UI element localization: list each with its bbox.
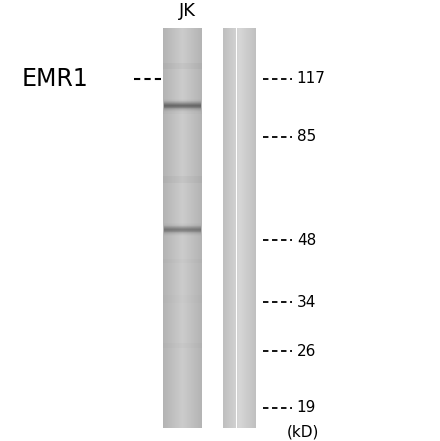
Bar	[170, 28, 171, 428]
Bar	[227, 28, 228, 428]
Bar	[163, 176, 202, 183]
Bar	[242, 28, 243, 428]
Bar	[163, 344, 202, 348]
Bar	[197, 28, 198, 428]
Bar	[253, 28, 254, 428]
Bar	[184, 28, 185, 428]
Bar	[169, 28, 170, 428]
Bar	[180, 28, 181, 428]
Bar	[163, 295, 202, 303]
Bar	[245, 28, 246, 428]
Bar	[225, 28, 226, 428]
Text: 85: 85	[297, 129, 316, 144]
Bar	[187, 28, 188, 428]
Bar	[173, 28, 174, 428]
Bar	[185, 28, 186, 428]
Text: 19: 19	[297, 400, 316, 415]
Bar	[193, 28, 194, 428]
Bar	[163, 28, 164, 428]
Bar	[198, 28, 199, 428]
Bar	[196, 28, 197, 428]
Bar	[192, 28, 193, 428]
Bar	[251, 28, 252, 428]
Bar	[181, 28, 182, 428]
Bar	[183, 28, 184, 428]
Bar	[168, 28, 169, 428]
Bar	[201, 28, 202, 428]
Bar	[174, 28, 175, 428]
Bar	[164, 28, 165, 428]
Text: EMR1: EMR1	[22, 67, 89, 91]
Bar	[188, 28, 189, 428]
Bar	[243, 28, 244, 428]
Text: JK: JK	[179, 2, 195, 20]
Bar	[179, 28, 180, 428]
Bar	[163, 63, 202, 69]
Text: 26: 26	[297, 344, 316, 359]
Bar	[166, 28, 167, 428]
Bar	[171, 28, 172, 428]
Bar	[165, 28, 166, 428]
Bar	[172, 28, 173, 428]
Bar	[182, 28, 183, 428]
Bar	[163, 108, 202, 114]
Bar	[255, 28, 256, 428]
Text: (kD): (kD)	[287, 424, 319, 439]
Text: 34: 34	[297, 295, 316, 310]
Bar	[230, 28, 231, 428]
Bar	[186, 28, 187, 428]
Bar	[233, 28, 234, 428]
Bar	[194, 28, 195, 428]
Bar	[163, 259, 202, 263]
Bar	[235, 28, 236, 428]
Bar	[190, 28, 191, 428]
Bar	[195, 28, 196, 428]
Bar	[167, 28, 168, 428]
Bar	[177, 28, 178, 428]
Bar	[239, 28, 240, 428]
Bar	[241, 28, 242, 428]
Bar	[250, 28, 251, 428]
Bar	[238, 28, 239, 428]
Bar	[191, 28, 192, 428]
Bar	[244, 28, 245, 428]
Bar	[175, 28, 176, 428]
Bar	[229, 28, 230, 428]
Bar	[199, 28, 200, 428]
Bar	[247, 28, 248, 428]
Bar	[228, 28, 229, 428]
Bar	[189, 28, 190, 428]
Text: 117: 117	[297, 71, 326, 86]
Bar	[176, 28, 177, 428]
Bar	[231, 28, 232, 428]
Bar	[178, 28, 179, 428]
Bar	[237, 28, 238, 428]
Text: 48: 48	[297, 232, 316, 247]
Bar	[234, 28, 235, 428]
Bar	[246, 28, 247, 428]
Bar	[252, 28, 253, 428]
Bar	[200, 28, 201, 428]
Bar	[226, 28, 227, 428]
Bar	[254, 28, 255, 428]
